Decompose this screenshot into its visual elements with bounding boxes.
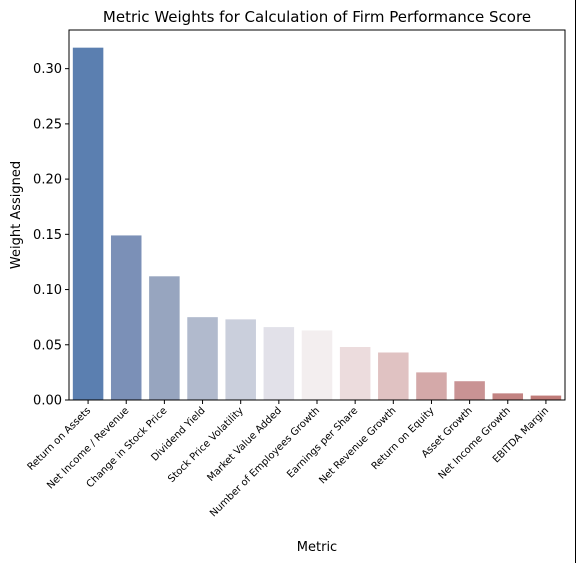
y-tick-label-0: 0.00 <box>33 394 62 409</box>
bar-11 <box>492 393 524 400</box>
bar-10 <box>454 381 485 400</box>
bar-5 <box>263 327 295 400</box>
y-axis-label: Weight Assigned <box>9 161 24 269</box>
chart-title: Metric Weights for Calculation of Firm P… <box>103 8 531 26</box>
y-tick-label-2: 0.10 <box>33 283 62 298</box>
x-tick-label-0: Return on Assets <box>26 405 94 473</box>
y-tick-label-6: 0.30 <box>33 62 62 77</box>
bar-1 <box>110 235 142 400</box>
x-tick-label-7: Earnings per Share <box>285 405 360 480</box>
bars-group <box>72 47 562 401</box>
y-tick-label-3: 0.15 <box>33 228 62 243</box>
bar-9 <box>416 372 447 400</box>
bar-3 <box>187 317 218 400</box>
x-tick-label-5: Market Value Added <box>205 405 284 484</box>
bar-12 <box>530 395 562 400</box>
y-tick-label-5: 0.25 <box>33 117 62 132</box>
bar-7 <box>339 346 371 400</box>
y-axis: 0.00 0.05 0.10 0.15 0.20 0.25 0.30 <box>33 62 69 409</box>
x-tick-label-11: Net Income Growth <box>437 405 513 481</box>
bar-0 <box>72 47 104 401</box>
x-axis-label: Metric <box>297 540 337 555</box>
bar-6 <box>301 330 333 400</box>
bar-2 <box>149 276 180 400</box>
plot-frame <box>68 29 566 401</box>
x-tick-label-4: Stock Price Volatility <box>166 405 246 485</box>
y-tick-label-4: 0.20 <box>33 173 62 188</box>
y-tick-label-1: 0.05 <box>33 338 62 353</box>
bar-8 <box>378 352 409 400</box>
bar-4 <box>225 319 256 400</box>
x-tick-label-8: Net Revenue Growth <box>317 405 398 486</box>
